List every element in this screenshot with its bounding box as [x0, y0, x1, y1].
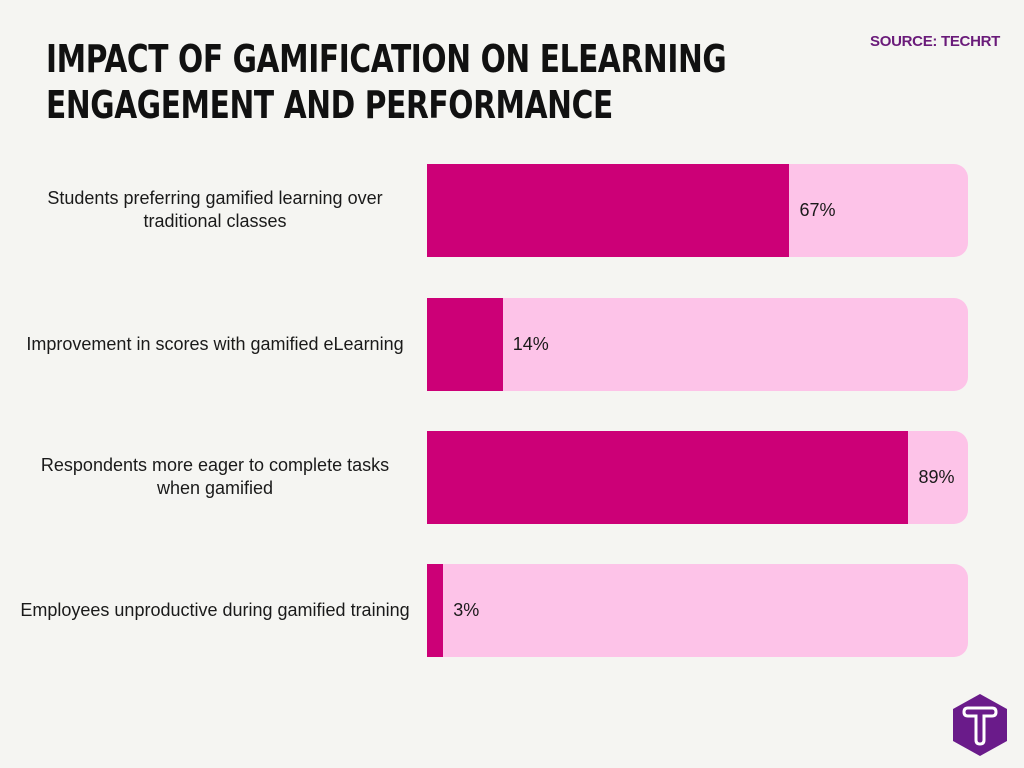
source-label: SOURCE: TECHRT [870, 33, 1000, 50]
value-label: 89% [918, 467, 955, 487]
bar [427, 164, 790, 257]
title-line-1: IMPACT OF GAMIFICATION ON ELEARNING [46, 37, 727, 81]
value-label: 67% [799, 200, 836, 220]
category-label: Employees unproductive during gamified t… [20, 599, 410, 620]
bar-track: 67% [427, 164, 968, 257]
bar-track: 14% [427, 298, 968, 391]
value-label: 14% [512, 334, 549, 354]
category-label: Respondents more eager to complete tasks… [40, 455, 390, 498]
bar [427, 564, 444, 657]
title-line-2: ENGAGEMENT AND PERFORMANCE [46, 83, 613, 127]
chart-title: IMPACT OF GAMIFICATION ON ELEARNING ENGAG… [46, 36, 748, 128]
category-label: Students preferring gamified learning ov… [47, 188, 383, 231]
bar [427, 298, 503, 391]
techrt-logo-icon [953, 694, 1007, 756]
bar-track: 3% [427, 564, 968, 657]
bar-track: 89% [427, 431, 968, 524]
category-label: Improvement in scores with gamified eLea… [26, 333, 404, 354]
value-label: 3% [453, 600, 480, 620]
bar [427, 431, 909, 524]
